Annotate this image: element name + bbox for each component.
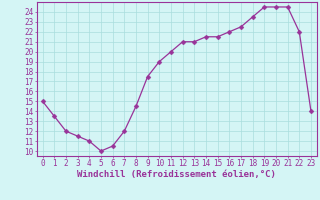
X-axis label: Windchill (Refroidissement éolien,°C): Windchill (Refroidissement éolien,°C)	[77, 170, 276, 179]
